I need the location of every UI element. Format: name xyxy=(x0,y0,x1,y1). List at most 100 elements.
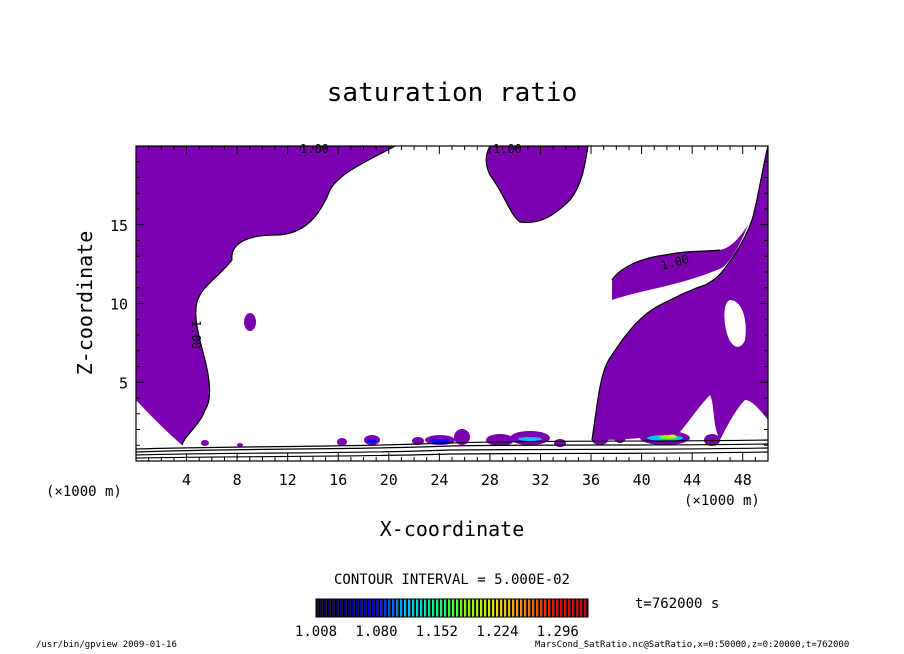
colorbar-tick-label: 1.080 xyxy=(355,624,397,640)
colorbar-divider xyxy=(478,599,480,617)
colorbar-divider xyxy=(386,599,388,617)
colorbar-stripe xyxy=(500,599,503,617)
x-tick-label: 40 xyxy=(633,471,651,489)
colorbar-divider xyxy=(390,599,392,617)
y-tick-label: 5 xyxy=(119,374,128,392)
x-tick-label: 48 xyxy=(734,471,752,489)
colorbar-divider xyxy=(346,599,348,617)
plot-area: 1.00 1.00 1.00 1.00 xyxy=(135,142,769,462)
colorbar-stripe xyxy=(456,599,459,617)
colorbar-stripe xyxy=(392,599,395,617)
colorbar-divider xyxy=(514,599,516,617)
footer-left: /usr/bin/gpview 2009-01-16 xyxy=(36,640,177,650)
colorbar-stripe xyxy=(532,599,535,617)
y-axis-ticks: 5 10 15 xyxy=(110,161,768,446)
colorbar-stripe xyxy=(520,599,523,617)
x-tick-label: 28 xyxy=(481,471,499,489)
colorbar-stripe xyxy=(536,599,539,617)
x-tick-label: 24 xyxy=(430,471,448,489)
colorbar-stripe xyxy=(584,599,587,617)
colorbar-stripe xyxy=(568,599,571,617)
colorbar-stripe xyxy=(540,599,543,617)
colorbar-stripe xyxy=(548,599,551,617)
colorbar-stripe xyxy=(388,599,391,617)
colorbar-stripe xyxy=(508,599,511,617)
colorbar-stripe xyxy=(480,599,483,617)
colorbar-stripe xyxy=(464,599,467,617)
saturation-fill-region xyxy=(612,225,748,300)
colorbar-divider xyxy=(506,599,508,617)
colorbar-stripe xyxy=(496,599,499,617)
colorbar-stripe xyxy=(468,599,471,617)
colorbar-divider xyxy=(382,599,384,617)
colorbar-divider xyxy=(394,599,396,617)
colorbar-divider xyxy=(470,599,472,617)
colorbar-divider xyxy=(418,599,420,617)
colorbar-divider xyxy=(338,599,340,617)
colorbar-stripe xyxy=(352,599,355,617)
colorbar-stripe xyxy=(472,599,475,617)
colorbar-divider xyxy=(562,599,564,617)
colorbar-divider xyxy=(370,599,372,617)
colorbar-divider xyxy=(522,599,524,617)
colorbar-divider xyxy=(474,599,476,617)
footer-right: MarsCond_SatRatio.nc@SatRatio,x=0:50000,… xyxy=(535,640,850,650)
unsaturated-hole xyxy=(724,300,746,347)
colorbar-divider xyxy=(486,599,488,617)
colorbar-stripe xyxy=(552,599,555,617)
colorbar-stripe xyxy=(344,599,347,617)
saturation-fill-region xyxy=(136,146,395,445)
colorbar-divider xyxy=(578,599,580,617)
contour-interval-text: CONTOUR INTERVAL = 5.000E-02 xyxy=(334,572,570,588)
x-axis-unit-label-right: (×1000 m) xyxy=(684,493,760,509)
x-tick-label: 36 xyxy=(582,471,600,489)
colorbar-divider xyxy=(582,599,584,617)
colorbar-divider xyxy=(402,599,404,617)
colorbar-tick-label: 1.296 xyxy=(537,624,579,640)
colorbar-stripe xyxy=(412,599,415,617)
colorbar-divider xyxy=(454,599,456,617)
saturation-blob xyxy=(244,313,256,331)
colorbar-stripe xyxy=(324,599,327,617)
colorbar-stripe xyxy=(484,599,487,617)
high-saturation-patches xyxy=(367,434,683,443)
colorbar-divider xyxy=(362,599,364,617)
colorbar-divider xyxy=(574,599,576,617)
colorbar-stripe xyxy=(396,599,399,617)
contour-lines xyxy=(135,145,769,459)
x-axis-label: X-coordinate xyxy=(380,517,525,541)
colorbar-stripe xyxy=(368,599,371,617)
y-axis-label: Z-coordinate xyxy=(73,231,97,376)
colorbar-divider xyxy=(510,599,512,617)
colorbar-divider xyxy=(366,599,368,617)
colorbar-stripe xyxy=(492,599,495,617)
colorbar-divider xyxy=(530,599,532,617)
colorbar-stripe xyxy=(416,599,419,617)
colorbar-stripe xyxy=(504,599,507,617)
colorbar-divider xyxy=(558,599,560,617)
x-tick-label: 12 xyxy=(279,471,297,489)
colorbar-divider xyxy=(442,599,444,617)
colorbar-divider xyxy=(398,599,400,617)
colorbar-divider xyxy=(334,599,336,617)
x-tick-label: 44 xyxy=(683,471,701,489)
colorbar-divider xyxy=(462,599,464,617)
x-axis-unit-label: (×1000 m) xyxy=(46,484,122,500)
colorbar-divider xyxy=(378,599,380,617)
colorbar-divider xyxy=(446,599,448,617)
colorbar-divider xyxy=(538,599,540,617)
colorbar-divider xyxy=(570,599,572,617)
colorbar-stripe xyxy=(560,599,563,617)
colorbar-divider xyxy=(586,599,588,617)
colorbar-stripe xyxy=(476,599,479,617)
colorbar-stripe xyxy=(380,599,383,617)
colorbar-stripe xyxy=(524,599,527,617)
colorbar-divider xyxy=(438,599,440,617)
colorbar-divider xyxy=(318,599,320,617)
colorbar-divider xyxy=(326,599,328,617)
colorbar-stripe xyxy=(436,599,439,617)
contour-label: 1.00 xyxy=(493,142,522,156)
x-tick-label: 4 xyxy=(182,471,191,489)
colorbar-stripe xyxy=(364,599,367,617)
colorbar-stripe xyxy=(408,599,411,617)
